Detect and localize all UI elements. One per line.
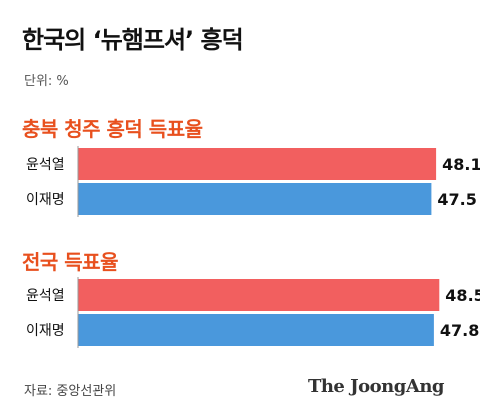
bar-lee-0: [78, 183, 432, 215]
category-label-lee-1: 이재명: [26, 323, 65, 339]
section-title-heungdeok: 충북 청주 흥덕 득표율: [22, 117, 203, 141]
unit-label: 단위: %: [24, 74, 69, 89]
value-label-yoon-0: 48.13: [442, 155, 480, 174]
category-label-yoon-1: 윤석열: [26, 288, 65, 304]
value-label-lee-1: 47.83: [440, 321, 480, 340]
section-title-national: 전국 득표율: [22, 250, 118, 274]
bar-yoon-0: [78, 148, 437, 180]
bar-yoon-1: [78, 279, 440, 311]
source-label: 자료: 중앙선관위: [24, 384, 117, 399]
category-label-lee-0: 이재명: [26, 192, 65, 208]
category-label-yoon-0: 윤석열: [26, 157, 65, 173]
publisher-logo: The JoongAng: [307, 376, 445, 397]
bar-lee-1: [78, 314, 434, 346]
page-title: 한국의 ‘뉴햄프셔’ 흥덕: [22, 26, 244, 54]
value-label-lee-0: 47.5: [437, 190, 476, 209]
value-label-yoon-1: 48.56: [445, 286, 480, 305]
